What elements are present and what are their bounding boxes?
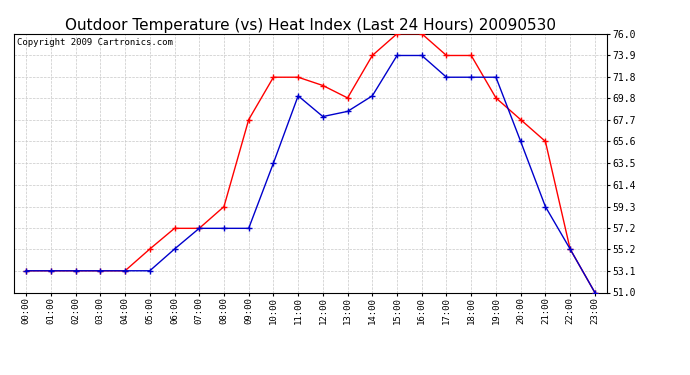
Title: Outdoor Temperature (vs) Heat Index (Last 24 Hours) 20090530: Outdoor Temperature (vs) Heat Index (Las… <box>65 18 556 33</box>
Text: Copyright 2009 Cartronics.com: Copyright 2009 Cartronics.com <box>17 38 172 46</box>
